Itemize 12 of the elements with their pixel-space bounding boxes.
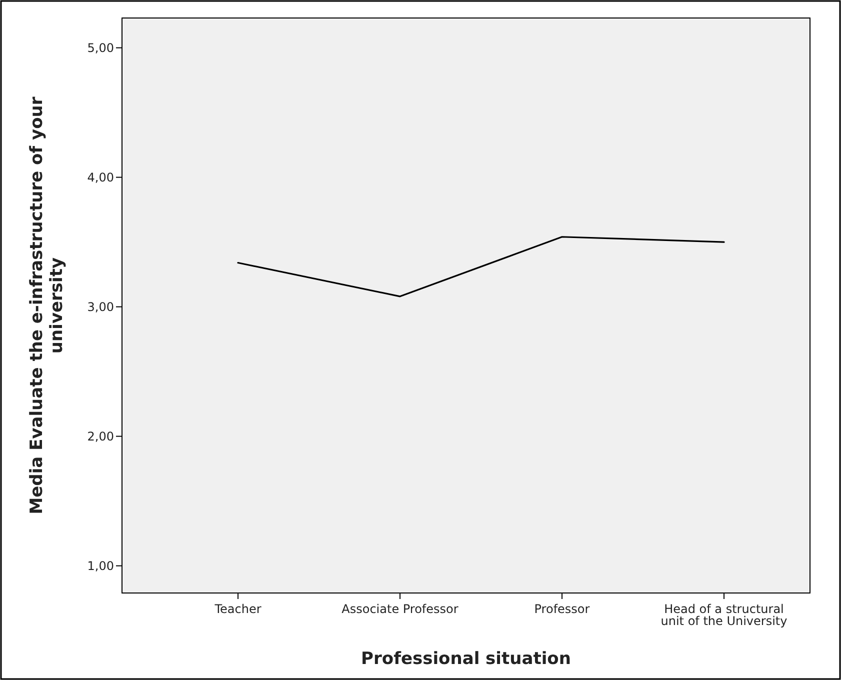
x-tick-label: Professor <box>534 602 590 616</box>
x-tick-label: Teacher <box>214 602 262 616</box>
y-axis-title: Media Evaluate the e-infrastructure of your university <box>27 96 67 514</box>
x-tick-label: Head of a structural unit of the University <box>660 602 788 628</box>
y-tick-label: 4,00 <box>87 170 114 184</box>
y-tick-label: 1,00 <box>87 559 114 574</box>
y-tick-label: 3,00 <box>87 300 114 314</box>
x-tick-label: Associate Professor <box>342 602 458 616</box>
y-tick-label: 2,00 <box>87 430 114 444</box>
x-axis-title: Professional situation <box>361 649 571 669</box>
line-series <box>237 236 725 298</box>
y-tick-label: 5,00 <box>87 40 114 55</box>
